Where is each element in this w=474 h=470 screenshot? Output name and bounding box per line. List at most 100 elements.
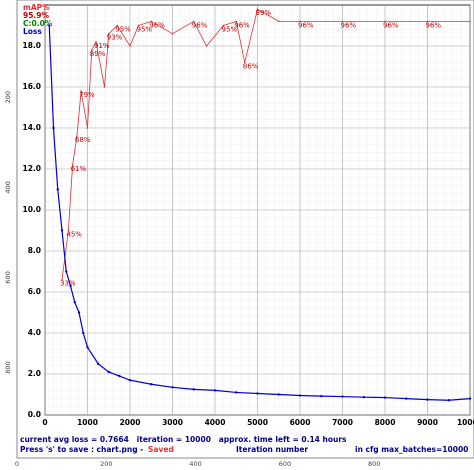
y-tick-label: 6.0 bbox=[28, 287, 41, 296]
point bbox=[341, 20, 344, 23]
data-label: 96% bbox=[426, 21, 442, 29]
point bbox=[192, 20, 195, 23]
point bbox=[243, 61, 246, 64]
data-label: 45% bbox=[66, 231, 82, 239]
point bbox=[116, 24, 119, 27]
x-tick-label: 2000 bbox=[120, 418, 141, 427]
point bbox=[171, 32, 174, 35]
data-label: 89% bbox=[90, 50, 106, 58]
point bbox=[298, 394, 302, 397]
data-label: 79% bbox=[79, 91, 95, 99]
point bbox=[150, 20, 153, 23]
point bbox=[86, 346, 89, 349]
point bbox=[447, 399, 450, 402]
point bbox=[71, 164, 74, 166]
point bbox=[86, 127, 89, 129]
y-tick-label: 2.0 bbox=[28, 369, 41, 378]
data-label: 96% bbox=[149, 21, 165, 29]
point bbox=[256, 392, 259, 395]
ruler-y-label: 800 bbox=[4, 361, 12, 373]
point bbox=[150, 383, 153, 386]
point bbox=[82, 331, 85, 335]
y-tick-label: 12.0 bbox=[22, 164, 41, 173]
ruler-y-label: 200 bbox=[4, 91, 12, 103]
data-label: 33% bbox=[60, 280, 76, 288]
series-line bbox=[48, 25, 471, 401]
data-label: 93% bbox=[107, 34, 123, 42]
x-tick-label: 8000 bbox=[375, 418, 396, 427]
data-label: 95% bbox=[115, 26, 131, 34]
legend-note: 95.9% bbox=[23, 11, 50, 20]
x-tick-label: 9000 bbox=[417, 418, 438, 427]
x-tick-label: 0 bbox=[42, 418, 47, 427]
point bbox=[129, 45, 131, 47]
point bbox=[69, 284, 72, 288]
point bbox=[426, 20, 429, 23]
data-label: 96% bbox=[298, 21, 314, 29]
point bbox=[213, 389, 217, 392]
x-tick-label: 3000 bbox=[162, 418, 183, 427]
point bbox=[107, 370, 110, 374]
x-tick-label: 10000 bbox=[457, 418, 474, 427]
point bbox=[103, 86, 106, 88]
data-label: 95% bbox=[137, 26, 153, 34]
point bbox=[192, 388, 195, 391]
point bbox=[107, 32, 110, 35]
point bbox=[277, 393, 280, 396]
point bbox=[73, 301, 76, 304]
point bbox=[235, 20, 238, 23]
x-tick-label: 4000 bbox=[205, 418, 226, 427]
status-saved: Saved bbox=[148, 445, 174, 454]
point bbox=[128, 378, 132, 382]
point bbox=[468, 397, 472, 400]
y-tick-label: 10.0 bbox=[22, 205, 41, 214]
status-loss: current avg loss = 0.7664 iteration = 10… bbox=[20, 435, 347, 444]
data-label: 86% bbox=[243, 62, 259, 70]
y-tick-label: 18.0 bbox=[22, 41, 41, 50]
data-label: 61% bbox=[71, 165, 87, 173]
data-label: 95% bbox=[222, 26, 238, 34]
point bbox=[469, 20, 471, 23]
point bbox=[341, 395, 344, 398]
legend-note: C:0.0% bbox=[23, 19, 53, 28]
point bbox=[299, 20, 301, 23]
point bbox=[235, 391, 238, 394]
y-tick-label: 14.0 bbox=[22, 123, 41, 132]
status-save: Press 's' to save : chart.png - bbox=[20, 445, 143, 454]
y-tick-label: 8.0 bbox=[28, 246, 41, 255]
point bbox=[171, 386, 174, 389]
y-tick-label: 16.0 bbox=[22, 82, 41, 91]
point bbox=[80, 90, 82, 92]
ruler-x-label: 800 bbox=[368, 460, 380, 468]
ruler-x-label: 200 bbox=[100, 460, 112, 468]
point bbox=[405, 397, 408, 400]
legend-entry: mAP% bbox=[23, 3, 50, 12]
point bbox=[118, 374, 121, 378]
point bbox=[52, 126, 55, 130]
ruler-y-label: 600 bbox=[4, 271, 12, 283]
point bbox=[256, 8, 259, 10]
point bbox=[383, 396, 387, 399]
point bbox=[95, 41, 97, 43]
point bbox=[362, 395, 365, 399]
point bbox=[76, 135, 78, 137]
ruler-y-label: 400 bbox=[4, 181, 12, 193]
data-label: 96% bbox=[341, 21, 357, 29]
data-label: 68% bbox=[75, 136, 91, 144]
x-tick-label: 5000 bbox=[247, 418, 268, 427]
y-tick-label: 0.0 bbox=[28, 410, 41, 419]
x-axis-label: Iteration number bbox=[236, 445, 308, 454]
data-label: 96% bbox=[192, 21, 208, 29]
x-tick-label: 6000 bbox=[290, 418, 311, 427]
y-tick-label: 4.0 bbox=[28, 328, 41, 337]
data-label: 96% bbox=[383, 21, 399, 29]
point bbox=[96, 362, 100, 365]
x-tick-label: 7000 bbox=[332, 418, 353, 427]
point bbox=[137, 24, 140, 27]
data-label: 99% bbox=[256, 9, 272, 17]
point bbox=[320, 394, 323, 398]
status-cfg: in cfg max_batches=10000 bbox=[355, 445, 468, 454]
ruler-x-label: 600 bbox=[279, 460, 291, 468]
